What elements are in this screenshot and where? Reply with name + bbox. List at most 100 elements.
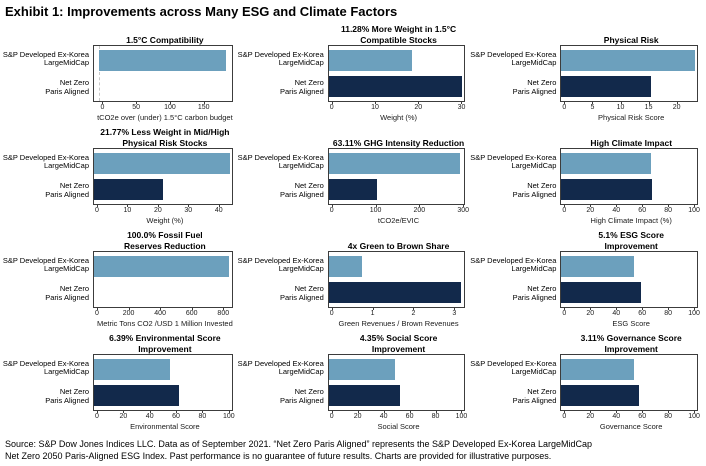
x-tick-mark (590, 308, 592, 310)
chart-title-line: Compatible Stocks (360, 34, 437, 45)
category-label-line: LargeMidCap (43, 264, 89, 274)
category-label-line: Net Zero (527, 284, 557, 294)
x-axis-ticks: 0 5 10 15 20 (562, 102, 698, 113)
x-tick-mark (642, 411, 644, 413)
bar-benchmark (99, 49, 227, 72)
category-label-netzero: Net Zero Paris Aligned (471, 383, 560, 412)
chart-title-line: 3.11% Governance Score (580, 333, 682, 343)
mini-chart: 3.11% Governance Score Improvement S&P Dev… (470, 331, 704, 434)
category-label-line: Net Zero (59, 387, 89, 397)
x-tick-label: 0 (562, 413, 567, 420)
chart-body: S&P Developed Ex-Korea LargeMidCap Net Zer… (238, 45, 472, 103)
category-label-line: LargeMidCap (43, 367, 89, 377)
x-axis-label: Metric Tons CO2 /USD 1 Million Invested (97, 319, 233, 328)
x-tick-label: 100 (688, 207, 700, 214)
x-tick-mark (616, 411, 618, 413)
chart-title-line: 100.0% Fossil Fuel (127, 230, 203, 240)
x-axis-label: Governance Score (599, 422, 663, 431)
bar-benchmark (561, 49, 695, 72)
category-label-line: S&P Developed Ex-Korea (470, 152, 557, 162)
chart-title-line: Improvement (371, 343, 426, 354)
chart-body: S&P Developed Ex-Korea LargeMidCap Net Zer… (238, 251, 472, 308)
plot-area (93, 354, 233, 411)
y-axis-labels: S&P Developed Ex-Korea LargeMidCap Net Zer… (470, 354, 560, 412)
x-tick-label: 10 (371, 104, 379, 111)
chart-body: S&P Developed Ex-Korea LargeMidCap Net Zer… (238, 354, 472, 411)
category-label-line: Paris Aligned (45, 86, 89, 96)
x-axis-ticks: 0 20 40 60 80 100 (562, 411, 700, 422)
category-label-line: Net Zero (59, 284, 89, 294)
chart-body: S&P Developed Ex-Korea LargeMidCap Net Zer… (470, 251, 704, 308)
x-tick-label: 400 (154, 310, 166, 317)
plot-area (560, 354, 698, 411)
x-tick-label: 200 (122, 310, 135, 317)
category-label-netzero: Net Zero Paris Aligned (239, 177, 328, 206)
x-tick-mark (228, 411, 230, 413)
x-tick-label: 100 (455, 413, 468, 420)
bar-benchmark (94, 255, 230, 278)
x-tick-mark (160, 308, 162, 310)
x-tick-mark (97, 205, 98, 207)
x-tick-label: 20 (119, 413, 128, 420)
x-tick-label: 40 (379, 413, 388, 420)
bar-benchmark (561, 358, 635, 381)
x-tick-label: 60 (172, 413, 180, 420)
category-label-line: LargeMidCap (43, 58, 89, 68)
category-label-benchmark: S&P Developed Ex-Korea LargeMidCap (238, 148, 328, 177)
category-label-line: Net Zero (527, 78, 557, 88)
mini-chart: High Climate Impact S&P Developed Ex-Kore… (470, 125, 704, 228)
x-tick-mark (435, 411, 437, 413)
category-label-line: S&P Developed Ex-Korea (470, 49, 557, 59)
category-label-line: Net Zero (294, 387, 324, 397)
category-label-line: Paris Aligned (512, 86, 557, 96)
category-label-netzero: Net Zero Paris Aligned (4, 177, 93, 206)
category-label-netzero: Net Zero Paris Aligned (471, 74, 560, 103)
x-tick-mark (413, 308, 415, 310)
chart-title-line: Improvement (604, 240, 658, 251)
category-label-netzero: Net Zero Paris Aligned (4, 280, 93, 309)
x-tick-label: 300 (457, 207, 470, 214)
x-axis-label: ESG Score (612, 319, 650, 328)
bar-benchmark (328, 358, 395, 381)
category-label-netzero: Net Zero Paris Aligned (4, 74, 93, 103)
x-tick-label: 600 (185, 310, 198, 317)
chart-body: S&P Developed Ex-Korea LargeMidCap Net Zer… (470, 148, 704, 205)
x-tick-mark (375, 205, 377, 207)
footnote-line-2: Net Zero 2050 Paris-Aligned ESG Index. P… (5, 450, 552, 461)
x-tick-label: 0 (562, 310, 567, 317)
category-label-line: Paris Aligned (512, 189, 557, 199)
page-title: Exhibit 1: Improvements across Many ESG … (5, 4, 398, 19)
y-axis-labels: S&P Developed Ex-Korea LargeMidCap Net Zer… (238, 251, 328, 308)
bar-benchmark (561, 255, 634, 278)
chart-title: 4.35% Social Score Improvement (332, 331, 466, 354)
x-tick-label: 15 (644, 104, 653, 111)
bar-netzero (94, 178, 163, 201)
category-label-benchmark: S&P Developed Ex-Korea LargeMidCap (238, 45, 328, 74)
x-tick-label: 20 (353, 413, 362, 420)
y-axis-labels: S&P Developed Ex-Korea LargeMidCap Net Zer… (3, 45, 93, 103)
y-axis-labels: S&P Developed Ex-Korea LargeMidCap Net Zer… (470, 148, 560, 205)
category-label-line: Net Zero (294, 78, 324, 88)
x-tick-mark (668, 411, 670, 413)
category-label-line: Net Zero (59, 78, 89, 88)
category-label-line: Paris Aligned (279, 292, 324, 302)
x-tick-label: 60 (638, 310, 647, 317)
category-label-netzero: Net Zero Paris Aligned (239, 74, 328, 103)
category-label-line: S&P Developed Ex-Korea (470, 358, 557, 368)
category-label-line: LargeMidCap (511, 58, 557, 68)
bar-netzero (328, 75, 462, 98)
category-label-benchmark: S&P Developed Ex-Korea LargeMidCap (470, 354, 560, 383)
x-tick-mark (564, 411, 566, 413)
x-tick-label: 40 (612, 207, 621, 214)
mini-chart: 4.35% Social Score Improvement S&P Develop… (238, 331, 472, 434)
bar-netzero (328, 281, 462, 304)
chart-title-line: 21.77% Less Weight in Mid/High (100, 127, 230, 137)
chart-title: 100.0% Fossil Fuel Reserves Reduction (97, 228, 233, 251)
x-axis-label: Weight (%) (380, 113, 418, 122)
x-tick-label: 100 (222, 413, 235, 420)
chart-title-line: High Climate Impact (590, 137, 673, 148)
plot-area (560, 45, 698, 102)
plot-area (327, 354, 466, 411)
category-label-line: Paris Aligned (279, 189, 324, 199)
x-tick-label: 0 (329, 207, 334, 214)
